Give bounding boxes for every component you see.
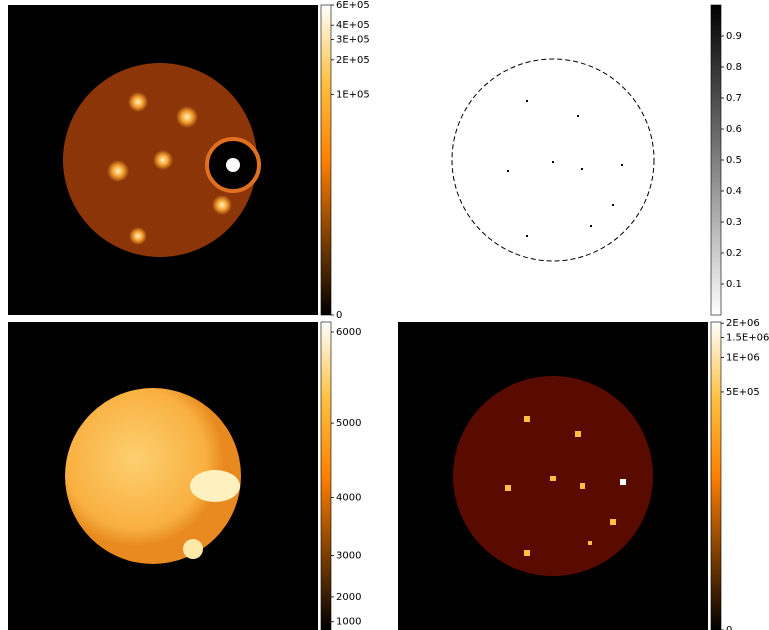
colorbar-tick-label: 6E+05 (336, 0, 370, 11)
colorbar-tick-label: 0.6 (726, 124, 742, 135)
colorbar-tick-label: 3000 (336, 551, 361, 562)
colorbar (321, 5, 331, 315)
image-panel (398, 5, 708, 315)
colorbar-tick-label: 2E+05 (336, 55, 370, 66)
colorbar-tick-label: 0.4 (726, 186, 742, 197)
colorbar-tick-label: 1E+05 (336, 89, 370, 100)
colorbar-tick-label: 0.8 (726, 62, 742, 73)
colorbar-tick-label: 1000 (336, 617, 361, 628)
colorbar-tick-label: 6000 (336, 327, 361, 338)
colorbar-tick-label: 3E+05 (336, 35, 370, 46)
colorbar (711, 5, 721, 315)
colorbar-tick-label: 0.9 (726, 31, 742, 42)
image-panel (398, 322, 708, 630)
colorbar-tick-label: 0.5 (726, 155, 742, 166)
colorbar-tick-label: 1.5E+06 (726, 332, 769, 343)
colorbar-tick-label: 2E+06 (726, 318, 760, 329)
colorbar-tick-label: 4000 (336, 493, 361, 504)
colorbar-tick-label: 5E+05 (726, 387, 760, 398)
colorbar-tick-label: 0 (336, 310, 342, 321)
colorbar-tick-label: 0.1 (726, 279, 742, 290)
colorbar-tick-label: 0.3 (726, 217, 742, 228)
figure: 0 1E+05 2E+05 3E+05 4E+05 6E+05 0.1 0.2 0.3 0.4 0.… (0, 0, 769, 630)
colorbar-tick-label: 0 (726, 625, 732, 630)
image-panel (8, 322, 318, 630)
colorbar (711, 322, 721, 630)
colorbar-tick-label: 0.7 (726, 93, 742, 104)
colorbar-tick-label: 4E+05 (336, 20, 370, 31)
colorbar-tick-label: 2000 (336, 592, 361, 603)
colorbar (321, 322, 331, 630)
colorbar-tick-label: 1E+06 (726, 353, 760, 364)
image-panel (8, 5, 318, 315)
colorbar-tick-label: 5000 (336, 418, 361, 429)
colorbar-tick-label: 0.2 (726, 248, 742, 259)
